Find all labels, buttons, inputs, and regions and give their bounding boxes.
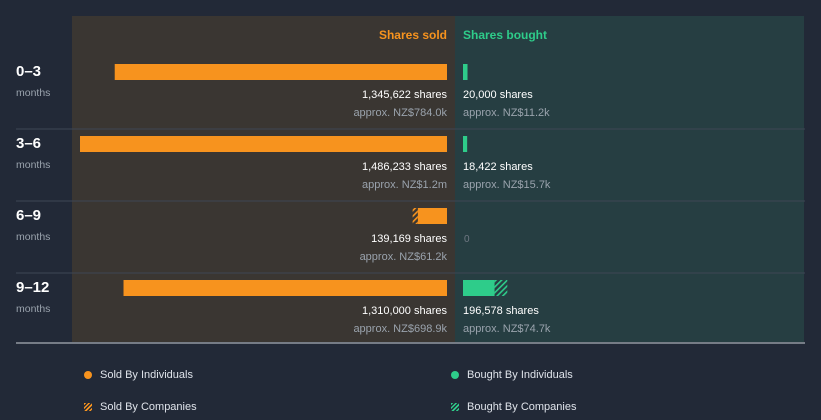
period-label: 6–9: [16, 207, 41, 224]
legend-bought-individuals: Bought By Individuals: [451, 369, 573, 381]
period-unit: months: [16, 159, 50, 171]
bought-companies-swatch: [451, 403, 459, 411]
sold-value-label: approx. NZ$698.9k: [353, 323, 447, 335]
bought-individuals-bar: [463, 136, 468, 152]
sold-individuals-swatch: [84, 371, 92, 379]
bought-companies-bar: [494, 280, 508, 296]
sold-value-label: approx. NZ$61.2k: [360, 251, 448, 263]
bought-value-label: approx. NZ$74.7k: [463, 323, 551, 335]
period-label: 9–12: [16, 279, 49, 296]
sold-header: Shares sold: [379, 28, 447, 42]
legend-label: Sold By Individuals: [100, 369, 193, 381]
sold-individuals-bar: [417, 208, 447, 224]
legend-label: Bought By Companies: [467, 401, 577, 413]
period-unit: months: [16, 303, 50, 315]
period-label: 3–6: [16, 135, 41, 152]
bought-shares-label: 20,000 shares: [463, 89, 533, 101]
sold-shares-label: 1,345,622 shares: [362, 89, 448, 101]
sold-value-label: approx. NZ$1.2m: [362, 179, 447, 191]
period-label: 0–3: [16, 63, 41, 80]
legend-bought-companies: Bought By Companies: [451, 401, 576, 413]
bought-value-label: approx. NZ$15.7k: [463, 179, 551, 191]
bought-shares-label: 0: [464, 234, 470, 245]
bought-panel: [455, 16, 804, 342]
sold-individuals-bar: [80, 136, 447, 152]
bought-individuals-swatch: [451, 371, 459, 379]
sold-value-label: approx. NZ$784.0k: [353, 107, 447, 119]
sold-individuals-bar: [123, 280, 447, 296]
legend-label: Bought By Individuals: [467, 369, 573, 381]
period-unit: months: [16, 231, 50, 243]
sold-companies-swatch: [84, 403, 92, 411]
bought-header: Shares bought: [463, 28, 547, 42]
bought-individuals-bar: [463, 280, 495, 296]
legend-sold-individuals: Sold By Individuals: [84, 369, 193, 381]
legend-label: Sold By Companies: [100, 401, 197, 413]
bought-shares-label: 196,578 shares: [463, 305, 539, 317]
bought-individuals-bar: [463, 64, 468, 80]
sold-shares-label: 139,169 shares: [371, 233, 447, 245]
sold-individuals-bar: [114, 64, 447, 80]
sold-shares-label: 1,486,233 shares: [362, 161, 448, 173]
sold-companies-bar: [412, 208, 418, 224]
bought-shares-label: 18,422 shares: [463, 161, 533, 173]
legend-sold-companies: Sold By Companies: [84, 401, 197, 413]
sold-shares-label: 1,310,000 shares: [362, 305, 448, 317]
period-unit: months: [16, 87, 50, 99]
bought-value-label: approx. NZ$11.2k: [463, 107, 550, 119]
